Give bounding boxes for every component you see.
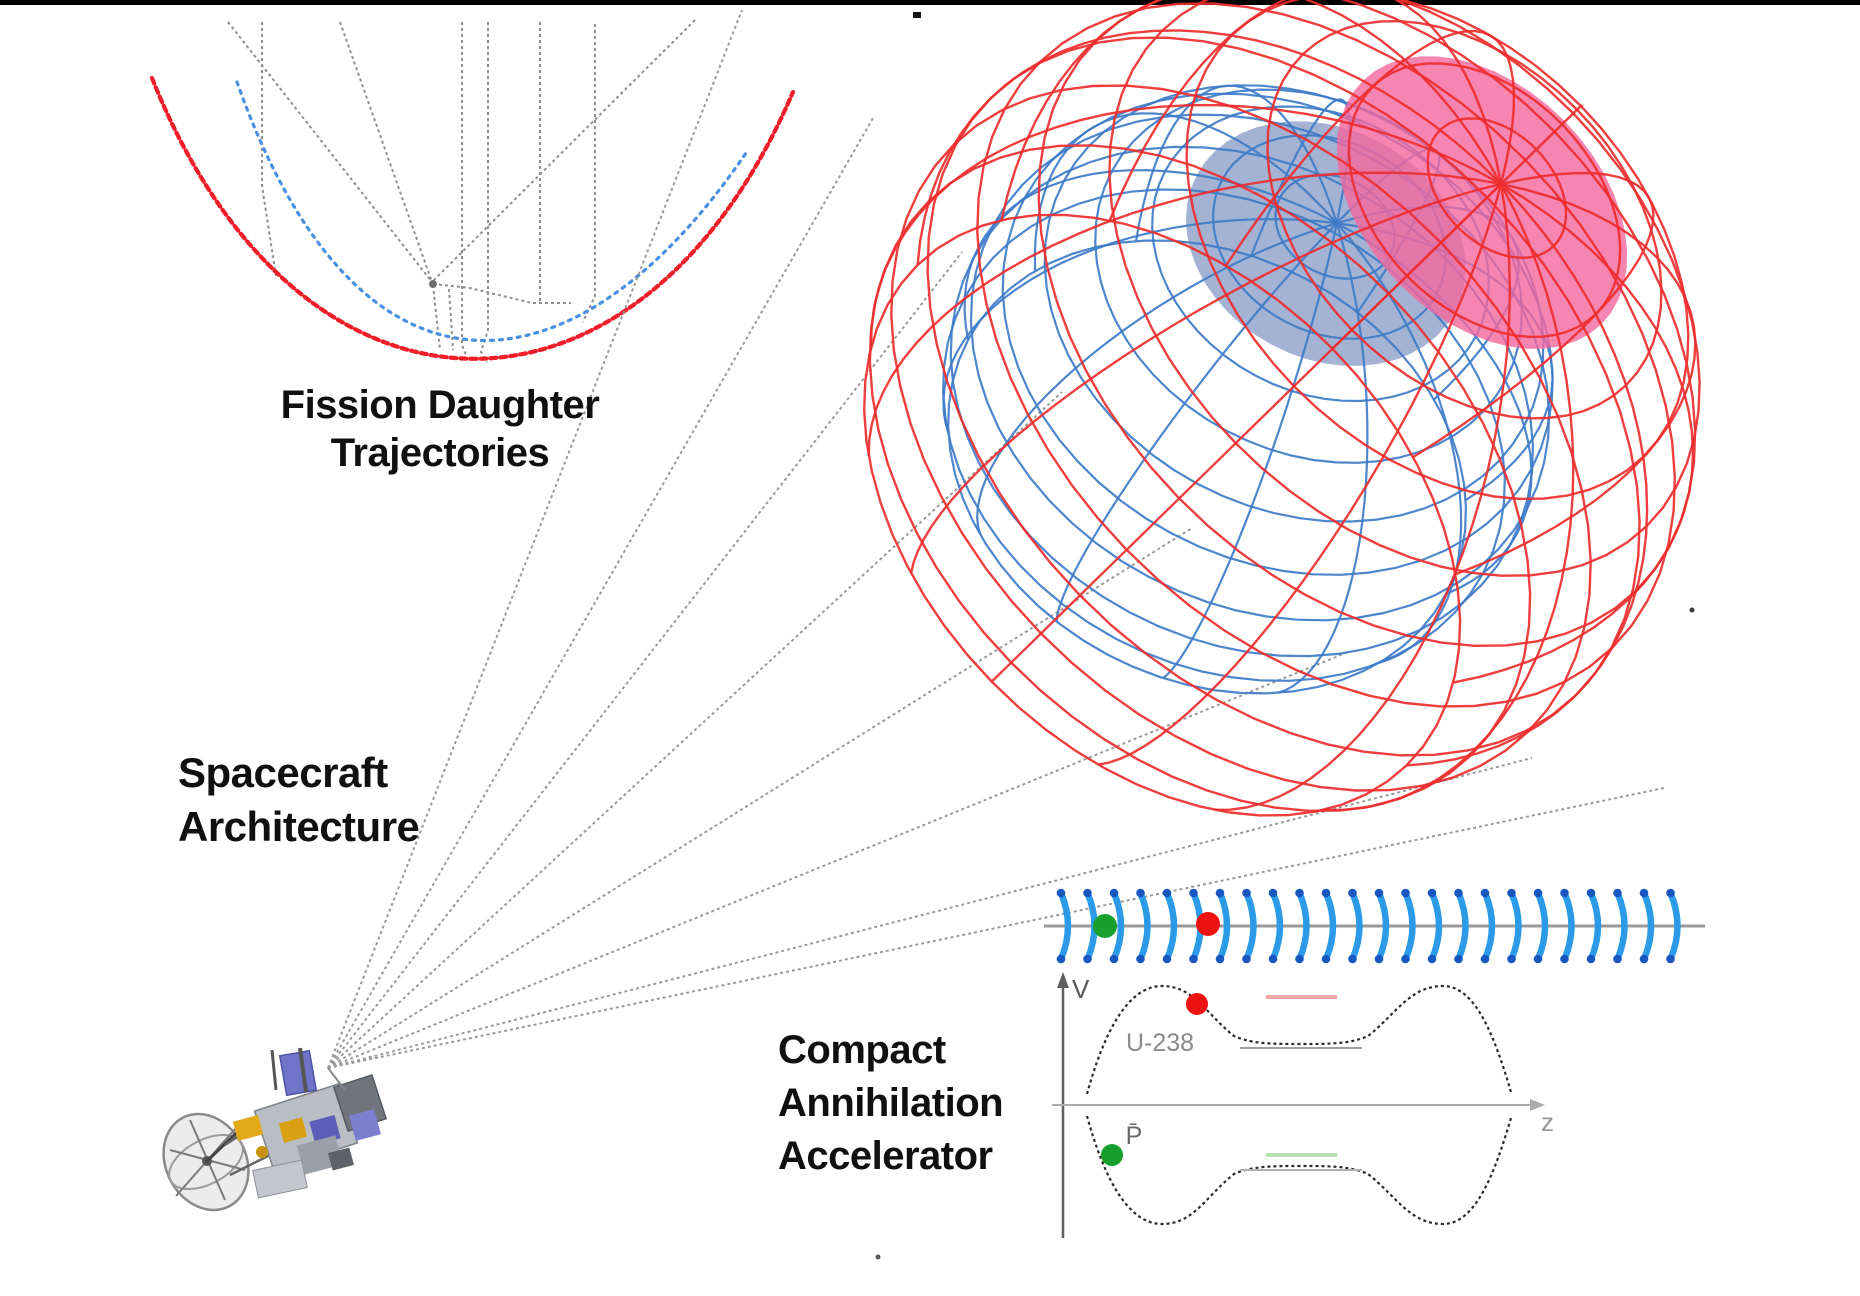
label-line: Architecture: [178, 803, 420, 850]
label-line: Trajectories: [330, 431, 550, 475]
artifact-specks: [875, 12, 1695, 1260]
spacecraft-architecture-label: Spacecraft Architecture: [178, 746, 420, 854]
label-line: Fission Daughter: [280, 383, 600, 427]
label-line: Accelerator: [778, 1134, 993, 1178]
antiproton-label: P̄: [1126, 1122, 1143, 1150]
label-line: Compact: [778, 1028, 946, 1072]
sail-tethers: [327, 9, 1665, 1069]
compact-accelerator-label: Compact Annihilation Accelerator: [778, 1024, 1004, 1183]
u238-label: U-238: [1126, 1029, 1194, 1057]
axis-z-label: z: [1541, 1107, 1554, 1137]
magsail-wireframe: [862, 0, 1701, 817]
fission-trajectories-label: Fission Daughter Trajectories: [240, 381, 640, 477]
label-line: Spacecraft: [178, 749, 388, 796]
accelerator-diagram: [1044, 888, 1705, 1238]
spacecraft-render: [162, 1047, 388, 1212]
top-border: [0, 0, 1860, 5]
label-line: Annihilation: [778, 1081, 1004, 1125]
fission-trajectories-plot: [149, 19, 796, 363]
axis-v-label: V: [1072, 974, 1090, 1004]
